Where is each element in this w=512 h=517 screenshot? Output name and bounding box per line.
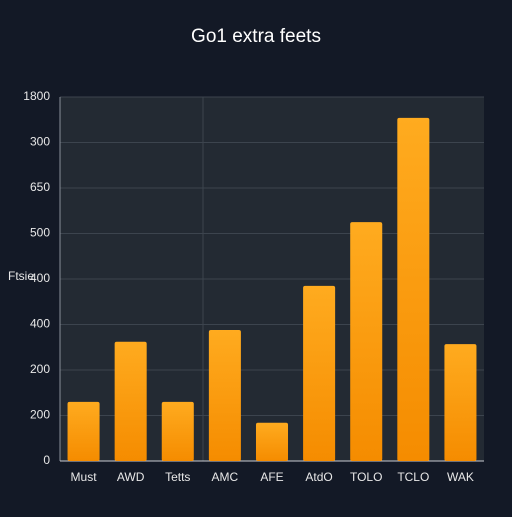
x-tick-label: AFE [260,470,283,484]
x-tick-label: AMC [212,470,239,484]
x-tick-label: TOLO [350,470,382,484]
bar [208,329,241,461]
y-tick-label: 300 [30,135,50,149]
y-tick-label: 1800 [23,89,50,103]
bar [67,401,100,461]
y-tick-label: 200 [30,362,50,376]
y-tick-label: 400 [30,271,50,285]
bar [161,401,194,461]
y-tick-label: 200 [30,408,50,422]
bar [255,422,289,461]
bar [444,344,477,461]
x-tick-label: Must [71,470,98,484]
x-tick-label: WAK [447,470,474,484]
y-tick-label: 400 [30,317,50,331]
bar [350,222,383,461]
bar [303,285,336,461]
y-tick-label: 500 [30,226,50,240]
x-tick-label: AWD [117,470,145,484]
y-tick-label: 0 [43,453,50,467]
x-tick-label: Tetts [165,470,190,484]
bar [114,341,147,461]
chart-title: Go1 extra feets [191,26,321,47]
bar [397,117,430,462]
y-axis-label: Ftsie [8,269,34,283]
x-tick-label: AtdO [305,470,332,484]
y-tick-label: 650 [30,180,50,194]
x-tick-label: TCLO [397,470,429,484]
